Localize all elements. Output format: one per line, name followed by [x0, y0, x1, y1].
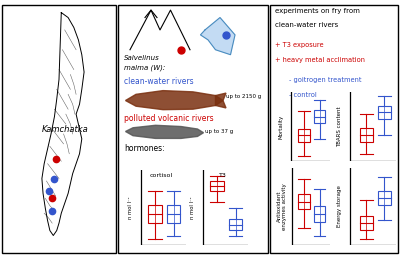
Text: - control: - control	[289, 92, 317, 98]
Bar	[378, 191, 391, 205]
Text: Mortality: Mortality	[279, 114, 284, 139]
Bar	[314, 110, 325, 123]
Text: Energy storage: Energy storage	[337, 186, 342, 227]
Bar	[360, 128, 373, 142]
Polygon shape	[126, 91, 223, 110]
Text: up to 2150 g: up to 2150 g	[226, 94, 261, 99]
Text: TBARS content: TBARS content	[337, 106, 342, 147]
Text: n mol l⁻¹: n mol l⁻¹	[128, 196, 133, 219]
Text: hormones:: hormones:	[124, 144, 165, 153]
Bar	[298, 128, 310, 142]
Bar	[314, 206, 325, 222]
Bar	[378, 106, 391, 119]
Text: clean-water rivers: clean-water rivers	[275, 22, 338, 28]
Bar	[298, 194, 310, 209]
Bar	[360, 216, 373, 230]
Text: n mol l⁻¹: n mol l⁻¹	[190, 196, 195, 219]
Text: up to 37 g: up to 37 g	[205, 128, 233, 133]
Bar	[229, 219, 242, 230]
Text: T3: T3	[219, 173, 227, 178]
Text: + heavy metal acclimation: + heavy metal acclimation	[275, 57, 365, 63]
Bar	[148, 205, 162, 223]
Text: experiments on fry from: experiments on fry from	[275, 8, 360, 14]
Text: - goitrogen treatment: - goitrogen treatment	[289, 77, 362, 83]
Text: polluted volcanic rivers: polluted volcanic rivers	[124, 114, 214, 123]
Polygon shape	[126, 125, 204, 138]
Text: clean-water rivers: clean-water rivers	[124, 77, 194, 86]
Text: cortisol: cortisol	[150, 173, 173, 178]
Text: malma (W):: malma (W):	[124, 64, 165, 71]
Bar	[167, 205, 180, 223]
Text: + T3 exposure: + T3 exposure	[275, 42, 324, 48]
Bar	[210, 181, 224, 191]
Polygon shape	[200, 18, 235, 55]
Text: Antioxidant
enzymes activity: Antioxidant enzymes activity	[276, 183, 287, 230]
Text: Salvelinus: Salvelinus	[124, 55, 160, 61]
Text: Kamchatka: Kamchatka	[42, 125, 89, 133]
Polygon shape	[216, 93, 226, 108]
